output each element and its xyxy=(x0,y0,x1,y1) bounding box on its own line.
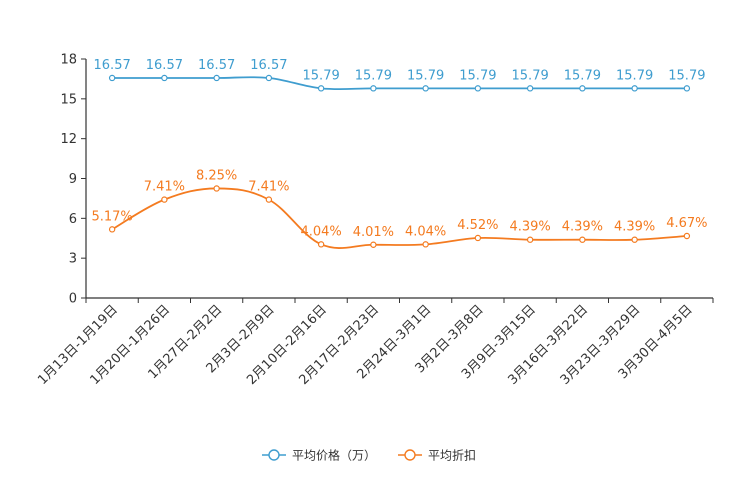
average-price-point[interactable] xyxy=(683,85,691,92)
average-price-data-label: 15.79 xyxy=(564,68,601,83)
y-tick-labels: 0 3 6 9 12 15 18 xyxy=(60,53,86,307)
average-price-data-label: 15.79 xyxy=(407,68,444,83)
average-discount-data-label: 4.01% xyxy=(353,225,394,240)
legend-item-average-price[interactable]: 平均价格（万） xyxy=(262,448,376,463)
average-price-point[interactable] xyxy=(265,74,273,82)
average-price-data-label: 16.57 xyxy=(146,58,183,73)
legend-circle-marker xyxy=(268,449,280,461)
y-tick-label: 0 xyxy=(69,292,77,307)
average-price-line xyxy=(112,76,687,91)
average-discount-data-label: 4.52% xyxy=(457,218,498,233)
average-discount-series: 5.17% 7.41% 8.25% 7.41% 4.04% 4.01% 4.04% 4.52%… xyxy=(91,168,708,249)
y-tick-label: 9 xyxy=(69,172,77,187)
average-discount-data-label: 4.39% xyxy=(614,220,655,235)
average-discount-point[interactable] xyxy=(370,241,377,248)
average-discount-point[interactable] xyxy=(265,196,273,203)
legend-circle-marker xyxy=(404,449,416,461)
average-price-point[interactable] xyxy=(108,74,116,82)
average-discount-data-label: 7.41% xyxy=(144,180,185,195)
average-price-point[interactable] xyxy=(422,85,429,92)
y-tick-label: 6 xyxy=(69,212,77,227)
average-discount-point[interactable] xyxy=(683,232,691,240)
legend-label: 平均价格（万） xyxy=(292,448,376,463)
average-discount-data-label: 4.39% xyxy=(509,220,550,235)
average-discount-point[interactable] xyxy=(213,185,220,192)
x-tick-labels: 1月13日-1月19日1月20日-1月26日1月27日-2月2日2月3日-2月9… xyxy=(35,302,696,388)
average-discount-data-label: 4.04% xyxy=(300,224,341,239)
average-discount-point[interactable] xyxy=(108,226,116,233)
average-discount-point[interactable] xyxy=(422,241,429,248)
legend[interactable]: 平均价格（万） 平均折扣 xyxy=(262,448,476,463)
average-discount-line xyxy=(111,187,687,249)
average-discount-data-label: 5.17% xyxy=(91,209,132,224)
average-discount-data-label: 4.04% xyxy=(405,224,446,239)
legend-item-average-discount[interactable]: 平均折扣 xyxy=(398,448,476,463)
average-discount-data-label: 4.67% xyxy=(666,216,707,231)
average-discount-data-label: 8.25% xyxy=(196,168,237,183)
y-tick-label: 3 xyxy=(69,252,77,267)
average-price-point[interactable] xyxy=(370,85,377,92)
average-price-point[interactable] xyxy=(317,85,325,92)
average-price-data-label: 15.79 xyxy=(512,68,549,83)
average-discount-point[interactable] xyxy=(161,196,168,203)
average-discount-point[interactable] xyxy=(631,236,638,243)
series-layer: 16.57 16.57 16.57 16.57 15.79 15.79 15.79 15.79… xyxy=(91,58,708,249)
average-price-point[interactable] xyxy=(213,74,220,82)
average-discount-data-label: 7.41% xyxy=(248,180,289,195)
average-discount-point[interactable] xyxy=(579,236,586,243)
average-price-point[interactable] xyxy=(474,85,482,92)
average-discount-point[interactable] xyxy=(474,234,482,242)
average-discount-data-label: 4.39% xyxy=(562,220,603,235)
average-price-point[interactable] xyxy=(161,74,168,82)
legend-label: 平均折扣 xyxy=(428,448,476,463)
average-price-data-label: 16.57 xyxy=(198,58,235,73)
average-discount-point[interactable] xyxy=(317,241,325,248)
y-tick-label: 15 xyxy=(60,92,77,107)
average-price-data-label: 15.79 xyxy=(303,68,340,83)
average-discount-point[interactable] xyxy=(526,236,534,243)
average-price-point[interactable] xyxy=(579,85,586,92)
average-price-data-label: 16.57 xyxy=(94,58,131,73)
average-price-data-label: 15.79 xyxy=(668,68,705,83)
average-price-data-label: 15.79 xyxy=(459,68,496,83)
average-price-point[interactable] xyxy=(631,85,638,92)
y-tick-label: 18 xyxy=(60,53,77,68)
average-price-data-label: 15.79 xyxy=(616,68,653,83)
average-price-data-label: 15.79 xyxy=(355,68,392,83)
average-price-series: 16.57 16.57 16.57 16.57 15.79 15.79 15.79 15.79… xyxy=(94,58,705,92)
average-price-data-label: 16.57 xyxy=(250,58,287,73)
average-price-point[interactable] xyxy=(526,85,534,92)
y-tick-label: 12 xyxy=(60,132,77,147)
